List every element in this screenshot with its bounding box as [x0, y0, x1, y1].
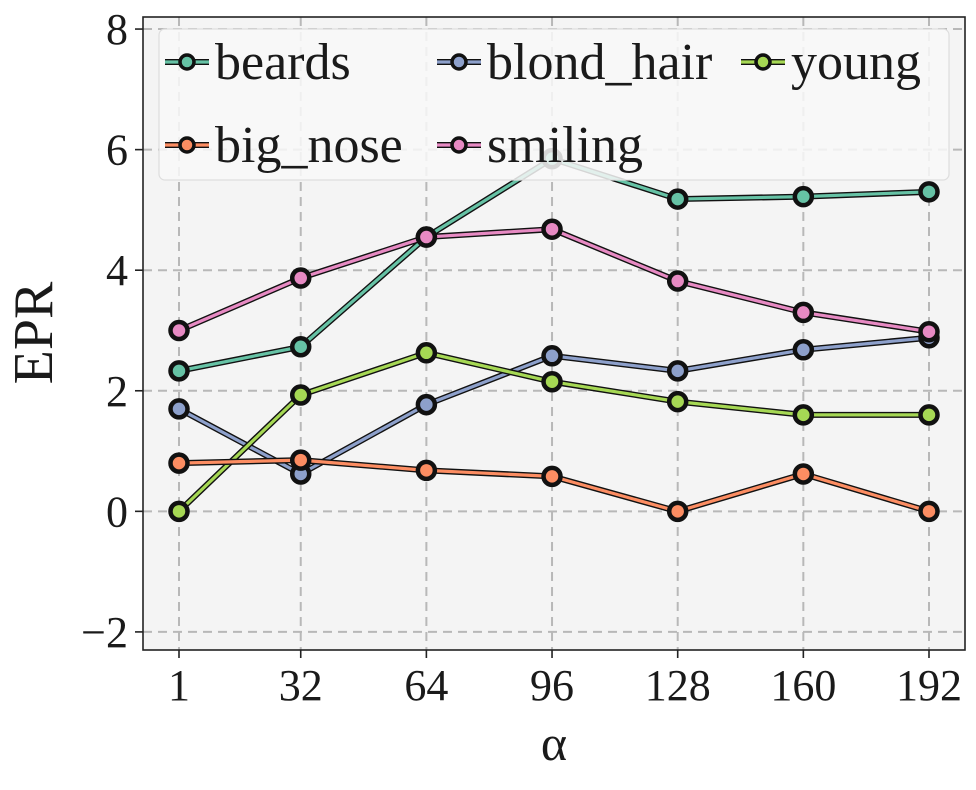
data-point: [792, 301, 815, 324]
data-point: [289, 267, 312, 289]
legend-swatch-marker: [450, 53, 468, 71]
x-tick-label: 64: [404, 661, 448, 710]
y-tick-label: 2: [106, 367, 128, 416]
data-point: [541, 465, 563, 488]
y-axis-label: EPR: [3, 281, 65, 384]
data-point: [918, 500, 940, 523]
data-point: [168, 500, 190, 523]
legend: beards blond_hair young big_nose smiling: [158, 28, 950, 181]
data-point: [792, 404, 815, 426]
x-tick-label: 128: [645, 661, 711, 710]
data-point: [666, 360, 689, 382]
legend-swatch-marker: [178, 53, 196, 71]
x-tick-label: 96: [530, 661, 574, 710]
legend-label: beards: [215, 34, 351, 91]
plot-frame: [142, 16, 966, 651]
legend-label: big_nose: [215, 117, 403, 174]
data-point: [168, 398, 190, 420]
data-point: [415, 342, 438, 364]
data-point: [918, 320, 940, 343]
legend-label: blond_hair: [487, 34, 712, 91]
x-tick-label: 160: [770, 661, 836, 710]
data-point: [289, 336, 312, 358]
data-point: [415, 393, 438, 416]
x-tick-label: 1: [168, 661, 190, 710]
data-point: [415, 226, 438, 248]
y-tick-label: 0: [106, 487, 128, 536]
data-point: [666, 390, 689, 413]
legend-label: smiling: [487, 117, 643, 174]
data-point: [541, 345, 563, 367]
data-point: [541, 370, 563, 393]
data-point: [289, 384, 312, 406]
y-tick-label: −2: [81, 608, 128, 657]
y-tick-label: 4: [106, 246, 128, 295]
data-point: [666, 500, 689, 523]
data-point: [168, 319, 190, 342]
data-point: [918, 181, 940, 203]
y-axis-ticks: −2 0 2 4 6 8: [81, 5, 143, 657]
x-tick-label: 32: [279, 661, 323, 710]
legend-swatch-marker: [178, 136, 196, 154]
data-point: [792, 185, 815, 208]
x-axis-ticks: 1 32 64 96 128 160 192: [168, 650, 962, 710]
data-point: [666, 188, 689, 210]
data-point: [415, 459, 438, 482]
legend-box: [158, 28, 950, 181]
x-tick-label: 192: [896, 661, 962, 710]
data-point: [168, 452, 190, 474]
data-point: [541, 218, 563, 240]
legend-swatch-marker: [754, 53, 772, 71]
data-point: [168, 360, 190, 382]
data-point: [918, 404, 940, 426]
data-point: [792, 463, 815, 485]
y-tick-label: 6: [106, 126, 128, 175]
legend-label: young: [791, 34, 921, 91]
data-point: [289, 449, 312, 471]
legend-swatch-marker: [450, 136, 468, 154]
data-points: [168, 147, 940, 523]
y-tick-label: 8: [106, 5, 128, 54]
x-axis-label: α: [541, 715, 567, 771]
data-point: [792, 339, 815, 361]
data-point: [666, 270, 689, 292]
